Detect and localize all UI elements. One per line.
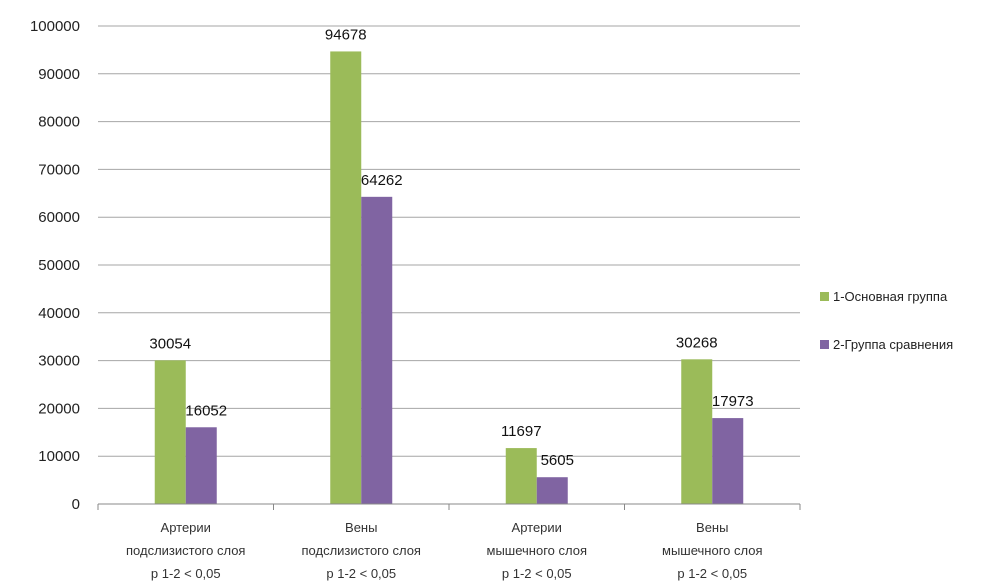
legend-label-1: 1-Основная группа [833,289,948,304]
bars [154,51,744,505]
bar-1-1 [154,360,186,504]
bar-1-4 [681,359,713,504]
y-tick-label: 70000 [38,161,80,178]
category-label-line: р 1-2 < 0,05 [326,566,396,581]
x-axis [97,503,801,510]
bar-1-2 [330,51,362,505]
y-tick-label: 20000 [38,400,80,417]
legend-label-2: 2-Группа сравнения [833,337,953,352]
data-label: 16052 [185,402,227,419]
y-tick-label: 30000 [38,353,80,370]
y-tick-label: 40000 [38,305,80,322]
bar-2-4 [712,418,744,504]
y-tick-label: 90000 [38,66,80,83]
y-tick-label: 60000 [38,209,80,226]
category-label-line: р 1-2 < 0,05 [677,566,747,581]
category-label-line: Артерии [161,520,211,535]
data-label: 94678 [325,26,367,43]
data-label: 64262 [361,172,403,189]
category-label-line: р 1-2 < 0,05 [151,566,221,581]
data-labels: 30054 16052 94678 64262 11697 5605 30268 17973 [149,26,753,469]
y-tick-label: 80000 [38,114,80,131]
y-axis-tick-labels: 0 10000 20000 30000 40000 50000 60000 70000 8000… [30,18,80,513]
category-label-line: Артерии [512,520,562,535]
data-label: 5605 [541,452,574,469]
bar-2-3 [536,477,568,504]
y-tick-label: 0 [72,496,80,513]
data-label: 30268 [676,334,718,351]
category-label-line: подслизистого слоя [126,543,245,558]
category-label-line: Вены [696,520,728,535]
data-label: 30054 [149,335,191,352]
category-label-line: мышечного слоя [487,543,588,558]
legend-swatch-2 [820,340,829,349]
legend-swatch-1 [820,292,829,301]
data-label: 17973 [712,393,754,410]
legend: 1-Основная группа 2-Группа сравнения [820,289,953,352]
bar-2-2 [361,196,393,504]
category-label-line: подслизистого слоя [302,543,421,558]
bar-1-3 [505,448,537,504]
y-tick-label: 100000 [30,18,80,35]
category-label-line: Вены [345,520,377,535]
data-label: 11697 [501,423,542,440]
category-label-line: р 1-2 < 0,05 [502,566,572,581]
bar-2-1 [185,427,217,504]
category-label-line: мышечного слоя [662,543,763,558]
y-tick-label: 50000 [38,257,80,274]
gridlines [98,25,800,457]
x-axis-category-labels: Артерии подслизистого слоя р 1-2 < 0,05 Вен… [126,520,762,581]
y-tick-label: 10000 [38,448,80,465]
